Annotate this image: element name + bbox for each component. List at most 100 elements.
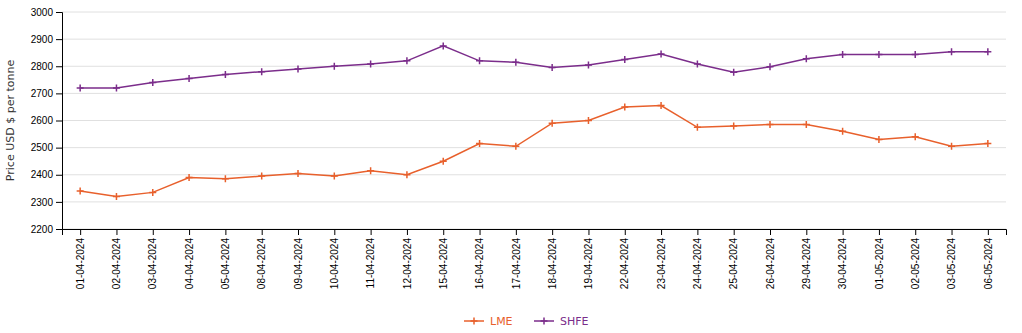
marker (730, 122, 737, 129)
marker (476, 140, 483, 147)
tick: 2200 (31, 224, 62, 235)
grid (62, 12, 1006, 229)
tick-label: 03-04-2024 (147, 238, 158, 290)
grid-line (62, 174, 1006, 175)
tick: 2400 (31, 169, 62, 180)
marker (113, 84, 120, 91)
tick-mark (56, 66, 62, 67)
tick: 04-04-2024 (184, 229, 195, 289)
tick: 30-04-2024 (837, 229, 848, 289)
tick-mark (697, 229, 698, 235)
marker (295, 65, 302, 72)
tick-mark (56, 121, 62, 122)
tick-label: 22-04-2024 (619, 238, 630, 290)
tick-label: 05-04-2024 (220, 238, 231, 290)
marker (694, 124, 701, 131)
series-line (80, 46, 988, 88)
tick-mark (625, 229, 626, 235)
tick-mark (80, 229, 81, 235)
marker (331, 63, 338, 70)
tick: 01-05-2024 (874, 229, 885, 289)
tick: 25-04-2024 (728, 229, 739, 289)
tick-mark (56, 93, 62, 94)
marker (839, 128, 846, 135)
marker (222, 175, 229, 182)
marker (730, 69, 737, 76)
marker (77, 188, 84, 195)
tick-mark (806, 229, 807, 235)
tick-label: 2700 (31, 88, 54, 99)
tick-mark (189, 229, 190, 235)
tick-mark (588, 229, 589, 235)
tick: 19-04-2024 (583, 229, 594, 289)
legend-marker (541, 318, 548, 325)
tick: 15-04-2024 (438, 229, 449, 289)
grid-line (62, 39, 1006, 40)
tick-mark (843, 229, 844, 235)
tick-label: 24-04-2024 (692, 238, 703, 290)
marker (549, 64, 556, 71)
tick-mark (516, 229, 517, 235)
marker (512, 143, 519, 150)
tick-label: 29-04-2024 (801, 238, 812, 290)
tick-label: 30-04-2024 (837, 238, 848, 290)
tick-label: 2800 (31, 61, 54, 72)
tick-label: 10-04-2024 (329, 238, 340, 290)
legend-item: LME (464, 315, 513, 328)
tick-mark (480, 229, 481, 235)
tick-mark (988, 229, 989, 235)
legend-label: SHFE (560, 315, 589, 328)
tick: 2800 (31, 61, 62, 72)
legend-item: SHFE (534, 315, 589, 328)
tick-label: 12-04-2024 (402, 238, 413, 290)
tick-label: 25-04-2024 (728, 238, 739, 290)
tick: 29-04-2024 (801, 229, 812, 289)
tick-mark (879, 229, 880, 235)
tick: 08-04-2024 (256, 229, 267, 289)
tick: 2600 (31, 115, 62, 126)
legend-marker (471, 318, 478, 325)
tick-label: 04-04-2024 (184, 238, 195, 290)
tick-label: 11-04-2024 (365, 238, 376, 289)
tick-label: 2500 (31, 142, 54, 153)
tick-label: 06-05-2024 (983, 238, 994, 290)
tick: 2700 (31, 88, 62, 99)
marker (621, 103, 628, 110)
tick: 11-04-2024 (365, 229, 376, 288)
tick-mark (371, 229, 372, 235)
tick-label: 01-04-2024 (75, 238, 86, 290)
grid-line (62, 201, 1006, 202)
tick: 2500 (31, 142, 62, 153)
tick: 24-04-2024 (692, 229, 703, 289)
tick-mark (56, 175, 62, 176)
marker (803, 121, 810, 128)
marker (694, 61, 701, 68)
grid-line (62, 12, 1006, 13)
tick-label: 2200 (31, 224, 54, 235)
tick: 2900 (31, 34, 62, 45)
axis-line (63, 230, 1007, 236)
tick-label: 01-05-2024 (874, 238, 885, 290)
marker (948, 48, 955, 55)
tick: 01-04-2024 (75, 229, 86, 289)
tick: 05-04-2024 (220, 229, 231, 289)
marker (658, 102, 665, 109)
marker (512, 59, 519, 66)
tick-label: 18-04-2024 (547, 238, 558, 290)
grid-line (62, 120, 1006, 121)
tick-label: 02-04-2024 (111, 238, 122, 290)
marker (113, 193, 120, 200)
marker (549, 120, 556, 127)
marker (839, 51, 846, 58)
y-axis: 2200 2300 2400 2500 2600 2700 2800 2900 3000 (31, 7, 63, 235)
grid-line (62, 93, 1006, 94)
marker (295, 170, 302, 177)
tick-label: 02-05-2024 (910, 238, 921, 290)
tick-label: 19-04-2024 (583, 238, 594, 290)
marker (331, 173, 338, 180)
tick: 18-04-2024 (547, 229, 558, 289)
tick-mark (770, 229, 771, 235)
tick: 3000 (31, 7, 62, 18)
tick-label: 2300 (31, 197, 54, 208)
legend: LME SHFE (464, 315, 589, 328)
